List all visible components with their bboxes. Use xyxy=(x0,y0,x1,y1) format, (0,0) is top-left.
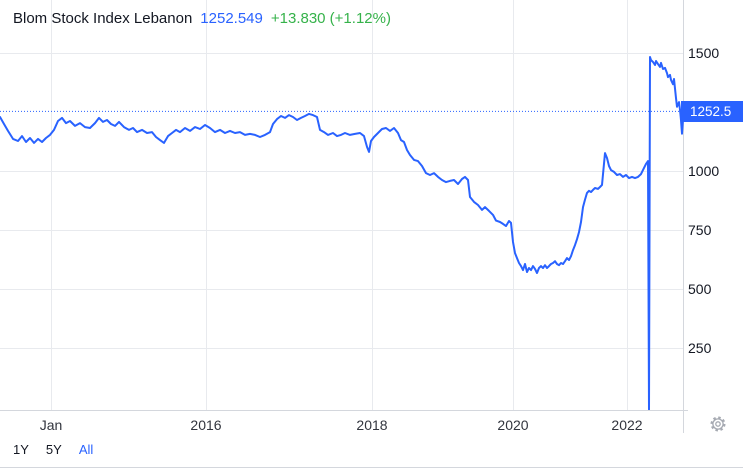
range-button-1y[interactable]: 1Y xyxy=(13,442,29,457)
symbol-title: Blom Stock Index Lebanon xyxy=(13,10,193,27)
gear-icon xyxy=(710,416,726,432)
chart-header: Blom Stock Index Lebanon 1252.549 +13.83… xyxy=(13,10,391,27)
settings-button[interactable] xyxy=(707,413,729,435)
range-toolbar: 1Y 5Y All xyxy=(12,442,94,457)
range-button-all[interactable]: All xyxy=(78,442,94,457)
range-button-5y[interactable]: 5Y xyxy=(45,442,62,457)
price-change-value: +13.830 (+1.12%) xyxy=(270,10,391,27)
current-price-badge-label: 1252.5 xyxy=(690,103,732,119)
last-price-value: 1252.549 xyxy=(200,10,263,27)
current-price-badge: 1252.5 xyxy=(681,100,743,122)
series-line xyxy=(0,56,684,410)
